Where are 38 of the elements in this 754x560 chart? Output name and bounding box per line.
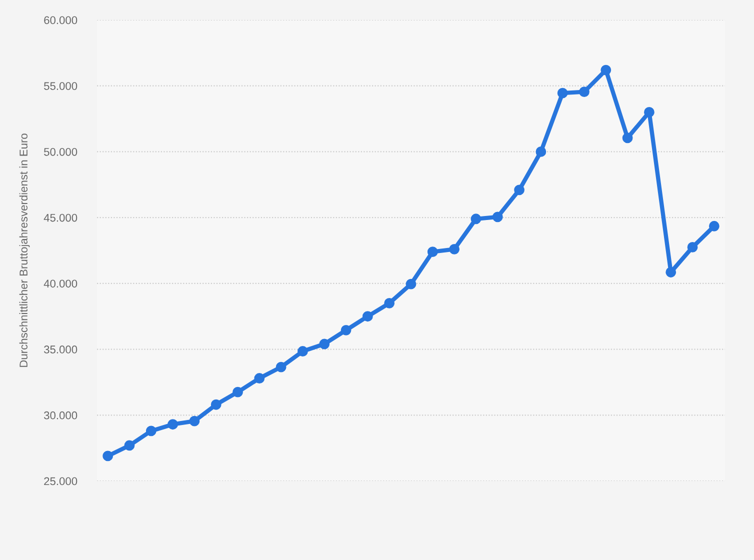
- y-tick-label: 25.000: [44, 477, 78, 486]
- point: [579, 86, 590, 97]
- y-axis-title: Durchschnittlicher Bruttojahresverdienst in Euro: [19, 134, 30, 367]
- point: [492, 212, 503, 222]
- point: [600, 64, 612, 76]
- point: [384, 298, 395, 308]
- point: [622, 132, 633, 144]
- y-tick-label: 50.000: [44, 148, 78, 156]
- point: [362, 311, 373, 322]
- point: [536, 146, 546, 157]
- point: [687, 242, 698, 252]
- point: [514, 184, 524, 196]
- point: [168, 419, 178, 430]
- point: [232, 386, 243, 398]
- point: [557, 88, 568, 98]
- point: [644, 106, 654, 118]
- point: [470, 214, 482, 224]
- point: [319, 338, 330, 350]
- point: [449, 244, 460, 254]
- point: [406, 278, 416, 290]
- point: [708, 220, 720, 232]
- point: [276, 362, 286, 372]
- point: [298, 346, 308, 356]
- y-tick-label: 55.000: [44, 82, 78, 90]
- point: [124, 440, 135, 451]
- point: [254, 373, 265, 384]
- y-tick-label: 45.000: [44, 214, 78, 222]
- y-tick-label: 60.000: [44, 16, 78, 24]
- y-tick-label: 35.000: [44, 346, 78, 354]
- point: [666, 267, 676, 278]
- point: [102, 450, 114, 462]
- point: [189, 416, 200, 426]
- point: [427, 246, 438, 258]
- y-tick-label: 40.000: [44, 280, 78, 288]
- point: [210, 399, 222, 410]
- point: [340, 324, 352, 336]
- y-tick-label: 30.000: [44, 411, 78, 420]
- point: [146, 426, 156, 436]
